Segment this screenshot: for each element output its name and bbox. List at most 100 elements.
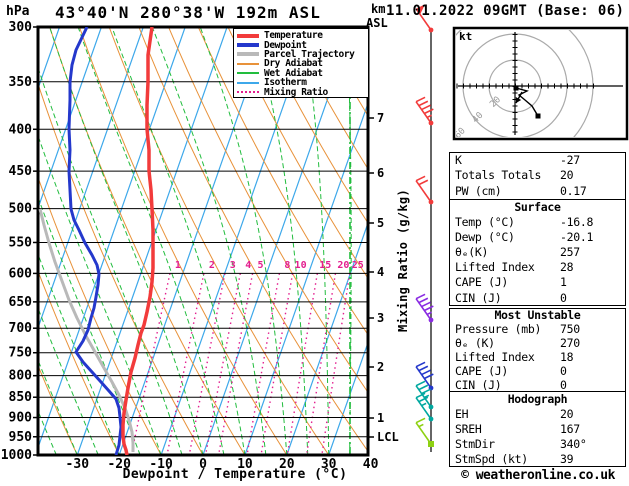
temperature-tick-labels: -30 -20 -10 0 10 20 30 40	[66, 457, 379, 472]
index-value: 20	[560, 407, 574, 421]
altitude-axis-unit-asl: ASL	[366, 16, 388, 30]
legend-item-isotherm: Isotherm	[237, 78, 368, 87]
svg-text:10: 10	[237, 457, 253, 472]
station-title: 43°40'N 280°38'W 192m ASL	[55, 3, 321, 22]
svg-text:600: 600	[9, 266, 33, 281]
svg-text:450: 450	[9, 164, 33, 179]
legend-label: Dewpoint	[264, 39, 307, 51]
wind-barb	[415, 96, 434, 126]
svg-text:6: 6	[377, 166, 384, 180]
index-value: -20.1	[560, 230, 594, 245]
svg-text:25: 25	[352, 260, 364, 271]
index-label: Temp (°C)	[455, 215, 515, 230]
svg-text:800: 800	[9, 369, 33, 384]
index-row: PW (cm) 0.17	[450, 184, 625, 199]
altitude-km-ticks: 7 6 5 4 3 2 1 LCL	[368, 111, 399, 444]
index-label: CIN (J)	[455, 377, 502, 392]
index-value: 0.17	[560, 183, 587, 198]
index-value: 750	[560, 321, 580, 336]
hodograph-ring-label: 60	[453, 126, 468, 141]
svg-text:1: 1	[377, 411, 384, 425]
svg-text:3: 3	[230, 260, 236, 271]
index-row: EH 20	[450, 407, 625, 422]
index-value: -27	[560, 153, 580, 167]
dewpoint-trace	[67, 27, 123, 455]
legend-item-parcel: Parcel Trajectory	[237, 50, 368, 59]
surface-panel-header: Surface	[514, 200, 561, 214]
index-label: θₑ (K)	[455, 335, 495, 350]
index-row: StmDir 340°	[450, 437, 625, 452]
svg-text:750: 750	[9, 346, 33, 361]
index-label: StmSpd (kt)	[455, 452, 528, 466]
svg-text:10: 10	[295, 260, 307, 271]
svg-text:1: 1	[175, 260, 181, 271]
svg-text:20: 20	[279, 457, 295, 472]
index-label: CAPE (J)	[455, 363, 508, 378]
index-label: Pressure (mb)	[455, 321, 542, 336]
index-value: 28	[560, 260, 574, 275]
svg-text:2: 2	[377, 360, 384, 374]
legend-item-dry-adiabat: Dry Adiabat	[237, 59, 368, 69]
temperature-axis-label: Dewpoint / Temperature (°C)	[122, 467, 348, 482]
svg-text:0: 0	[199, 457, 207, 472]
hodograph-unit-label: kt	[459, 30, 473, 43]
svg-text:-10: -10	[149, 457, 173, 472]
plot-border	[36, 25, 370, 457]
index-label: SREH	[455, 422, 482, 436]
svg-text:2: 2	[209, 260, 215, 271]
index-label: K	[455, 153, 462, 167]
legend-label: Wet Adiabat	[264, 67, 323, 79]
index-value: 0	[560, 363, 567, 378]
svg-text:550: 550	[9, 235, 33, 250]
parcel-line-swatch	[237, 52, 259, 57]
svg-text:900: 900	[9, 411, 33, 426]
svg-text:5: 5	[258, 260, 264, 271]
svg-text:20: 20	[337, 260, 349, 271]
index-row: Pressure (mb) 750	[450, 321, 625, 337]
legend-label: Isotherm	[264, 77, 307, 89]
index-row: CAPE (J) 1	[450, 275, 625, 290]
svg-text:7: 7	[377, 111, 384, 125]
legend-label: Parcel Trajectory	[264, 48, 355, 60]
index-label: PW (cm)	[455, 183, 502, 198]
svg-text:4: 4	[377, 265, 384, 279]
svg-text:3: 3	[377, 311, 384, 325]
parcel-trajectory-trace	[38, 208, 135, 452]
svg-text:8: 8	[284, 260, 290, 271]
copyright: © weatheronline.co.uk	[461, 468, 615, 483]
wind-barb	[415, 380, 434, 410]
mixing-ratio-line-swatch	[237, 91, 259, 94]
index-row: θₑ (K) 270	[450, 335, 625, 351]
hodograph-panel-header: Hodograph	[507, 392, 568, 406]
index-label: Dewp (°C)	[455, 230, 515, 245]
index-row: CIN (J) 0	[450, 291, 625, 306]
index-value: 340°	[560, 437, 587, 451]
svg-text:30: 30	[321, 457, 337, 472]
mixing-ratio-axis-label: Mixing Ratio (g/kg)	[396, 189, 410, 332]
svg-text:LCL: LCL	[377, 430, 399, 444]
index-row: CIN (J) 0	[450, 377, 625, 393]
dry-adiabat-line-swatch	[237, 62, 259, 65]
svg-text:300: 300	[9, 20, 33, 35]
index-label: StmDir	[455, 437, 495, 451]
svg-text:700: 700	[9, 321, 33, 336]
legend-label: Mixing Ratio	[264, 86, 328, 98]
svg-text:950: 950	[9, 430, 33, 445]
svg-text:1000: 1000	[1, 448, 32, 463]
wind-barb-column	[415, 4, 434, 452]
legend-item-dewpoint: Dewpoint	[237, 39, 368, 51]
stability-indices-panel: K -27 Totals Totals 20 PW (cm) 0.17	[449, 152, 626, 200]
wind-barb	[415, 417, 434, 447]
isotherm-line-swatch	[237, 81, 259, 84]
svg-text:40: 40	[363, 457, 379, 472]
index-value: 20	[560, 168, 574, 183]
surface-panel: Surface Temp (°C) -16.8 Dewp (°C) -20.1 θₑ…	[449, 199, 626, 306]
svg-text:400: 400	[9, 122, 33, 137]
index-value: 0	[560, 377, 567, 392]
index-value: 39	[560, 452, 574, 466]
datetime-title: 11.01.2022 09GMT (Base: 06)	[386, 3, 625, 19]
index-row: θₑ(K) 257	[450, 245, 625, 260]
index-label: Totals Totals	[455, 168, 542, 183]
svg-text:4: 4	[245, 260, 251, 271]
